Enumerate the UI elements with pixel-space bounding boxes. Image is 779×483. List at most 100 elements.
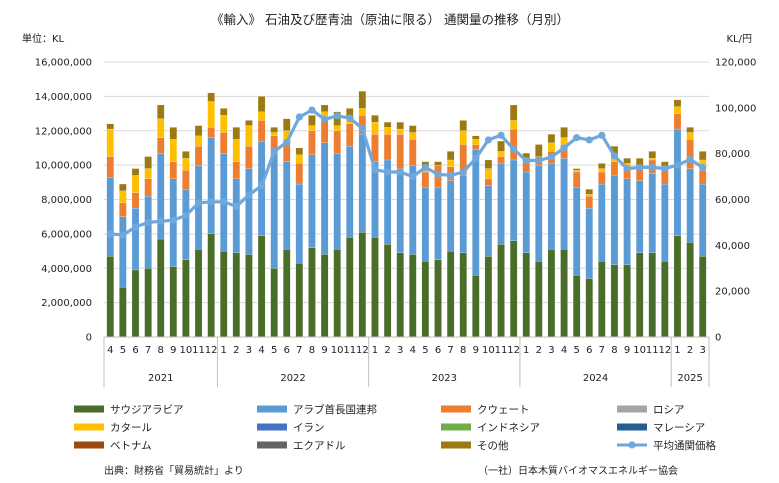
price-point bbox=[194, 199, 203, 207]
bar-segment bbox=[157, 118, 165, 138]
bar-segment bbox=[270, 132, 278, 137]
bar-segment bbox=[270, 127, 278, 133]
bar-segment bbox=[434, 259, 442, 338]
bar-segment bbox=[434, 187, 442, 260]
bar-segment bbox=[560, 249, 568, 338]
x-tick-label: 10 bbox=[482, 345, 495, 356]
bar-segment bbox=[131, 168, 140, 176]
price-point bbox=[648, 163, 656, 172]
y-tick-label: 12,000,000 bbox=[35, 126, 92, 137]
price-point bbox=[220, 198, 228, 206]
bar-segment bbox=[270, 152, 278, 269]
y-axis-left-unit: 単位：KL bbox=[22, 32, 65, 45]
bar-segment bbox=[245, 125, 253, 147]
bar-segment bbox=[383, 127, 392, 135]
bar-segment bbox=[598, 261, 606, 338]
bar-segment bbox=[522, 171, 530, 253]
price-point bbox=[661, 164, 669, 173]
year-label: 2023 bbox=[432, 373, 457, 384]
bar-segment bbox=[270, 268, 278, 338]
bar-segment bbox=[358, 232, 367, 338]
bar-segment bbox=[484, 168, 493, 179]
y2-tick-label: 80,000 bbox=[715, 149, 750, 160]
legend-swatch bbox=[74, 405, 104, 413]
bar-segment bbox=[434, 161, 442, 166]
bar-segment bbox=[283, 118, 291, 131]
price-point bbox=[522, 156, 530, 165]
bar-segment bbox=[699, 151, 707, 161]
legend-swatch bbox=[257, 441, 287, 449]
bar-segment bbox=[459, 120, 467, 131]
legend-swatch bbox=[74, 423, 104, 431]
bar-segment bbox=[484, 159, 493, 169]
bar-segment bbox=[131, 207, 140, 271]
bar-segment bbox=[232, 139, 240, 162]
bar-segment bbox=[308, 130, 316, 155]
bar-segment bbox=[308, 247, 316, 338]
bar-segment bbox=[497, 140, 505, 152]
bar-segment bbox=[257, 120, 266, 142]
price-point bbox=[144, 218, 152, 227]
bar-segment bbox=[144, 156, 152, 169]
bar-segment bbox=[232, 161, 240, 179]
price-point bbox=[346, 114, 354, 122]
x-tick-label: 3 bbox=[246, 345, 252, 356]
price-point bbox=[459, 168, 467, 176]
bar-segment bbox=[472, 275, 480, 338]
bars bbox=[106, 91, 707, 338]
price-line bbox=[106, 106, 707, 239]
price-point bbox=[585, 136, 593, 144]
bar-segment bbox=[446, 151, 455, 161]
bar-segment bbox=[446, 159, 455, 167]
bar-segment bbox=[686, 127, 694, 133]
bar-segment bbox=[472, 149, 480, 276]
bar-segment bbox=[131, 175, 140, 193]
bar-segment bbox=[446, 250, 455, 338]
bar-segment bbox=[699, 170, 707, 185]
bar-segment bbox=[510, 120, 518, 130]
x-tick-label: 8 bbox=[460, 345, 466, 356]
bar-segment bbox=[295, 163, 303, 185]
bar-segment bbox=[245, 146, 253, 169]
legend-label: カタール bbox=[110, 422, 152, 434]
bar-segment bbox=[182, 151, 190, 159]
bar-segment bbox=[598, 163, 606, 169]
price-point bbox=[119, 231, 127, 239]
gridlines bbox=[104, 61, 709, 338]
price-point bbox=[535, 156, 543, 165]
price-point bbox=[447, 171, 455, 180]
bar-segment bbox=[283, 249, 291, 338]
bar-segment bbox=[409, 254, 417, 338]
bar-segment bbox=[623, 264, 631, 338]
bar-segment bbox=[358, 134, 367, 233]
y-tick-label: 0 bbox=[86, 333, 92, 344]
legend-label: その他 bbox=[477, 439, 509, 452]
bar-segment bbox=[598, 183, 606, 262]
legend-label: ベトナム bbox=[110, 440, 152, 452]
bar-segment bbox=[484, 256, 493, 338]
price-point bbox=[131, 223, 140, 231]
bar-segment bbox=[459, 175, 467, 253]
legend-swatch bbox=[441, 423, 471, 431]
bar-segment bbox=[106, 123, 114, 130]
x-tick-label: 6 bbox=[435, 345, 441, 356]
x-tick-label: 5 bbox=[120, 345, 126, 356]
x-tick-label: 6 bbox=[586, 345, 592, 356]
bar-segment bbox=[157, 104, 165, 119]
y2-tick-label: 100,000 bbox=[715, 103, 756, 114]
bar-segment bbox=[320, 104, 329, 112]
x-tick-label: 12 bbox=[205, 345, 218, 356]
legend-label: アラブ首長国連邦 bbox=[293, 403, 377, 416]
price-point bbox=[434, 170, 442, 178]
bar-segment bbox=[497, 244, 505, 338]
x-tick-label: 7 bbox=[447, 345, 453, 356]
x-tick-label: 1 bbox=[674, 345, 680, 356]
bar-segment bbox=[636, 252, 644, 338]
y2-tick-label: 60,000 bbox=[715, 195, 750, 206]
bar-segment bbox=[257, 235, 266, 338]
legend-label: サウジアラビア bbox=[110, 404, 184, 416]
price-point bbox=[169, 216, 177, 224]
x-tick-label: 8 bbox=[611, 345, 617, 356]
bar-segment bbox=[472, 135, 480, 140]
